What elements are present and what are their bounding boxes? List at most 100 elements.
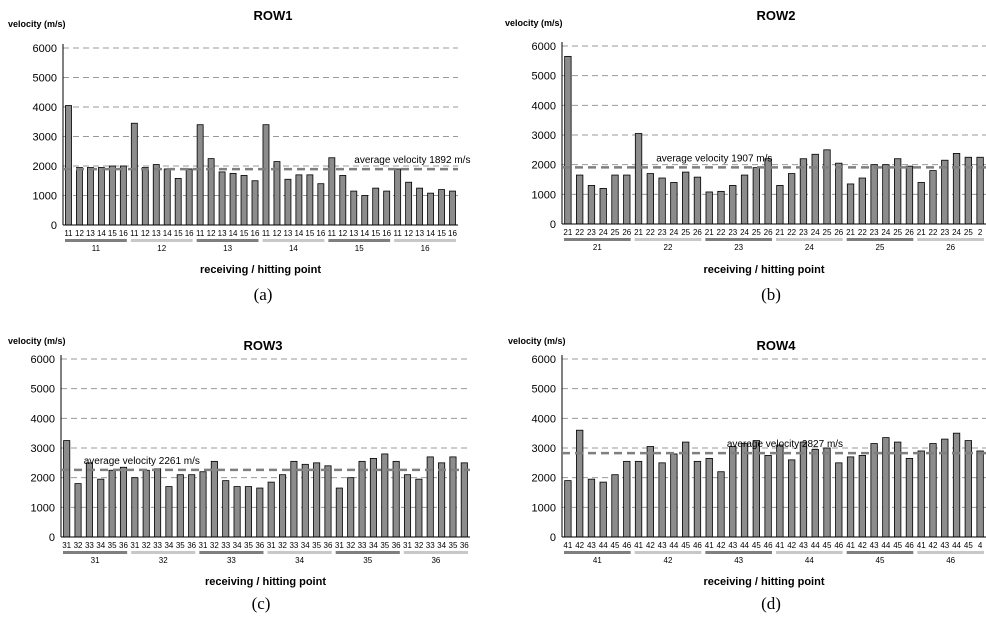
bar bbox=[335, 487, 343, 538]
bar bbox=[952, 432, 961, 538]
group-bar bbox=[846, 238, 914, 241]
x-tick-label: 45 bbox=[823, 541, 832, 550]
chart-row3: ROW3 velocity (m/s) 0 1000 2000 3000 4000 5000 6… bbox=[8, 336, 470, 613]
x-tick-label: 12 bbox=[141, 229, 150, 238]
x-tick-label: 46 bbox=[693, 541, 702, 550]
y-tick-label: 4000 bbox=[33, 102, 57, 114]
bar bbox=[97, 478, 105, 538]
bar bbox=[717, 471, 725, 538]
group-bar bbox=[267, 551, 332, 554]
x-axis-label: receiving / hitting point bbox=[205, 576, 326, 588]
x-tick-label: 43 bbox=[728, 541, 737, 550]
x-tick-label: 16 bbox=[185, 229, 194, 238]
x-tick-label: 14 bbox=[229, 229, 238, 238]
bar bbox=[929, 443, 937, 538]
x-tick-label: 33 bbox=[221, 541, 230, 550]
bar bbox=[119, 165, 127, 226]
group-label: 22 bbox=[664, 243, 673, 252]
x-tick-label: 36 bbox=[460, 541, 469, 550]
bar bbox=[611, 174, 619, 225]
figure-caption: (c) bbox=[252, 594, 271, 613]
bar bbox=[776, 444, 784, 538]
y-axis-label: velocity (m/s) bbox=[8, 336, 66, 346]
x-tick-label: 42 bbox=[929, 541, 938, 550]
bar bbox=[154, 468, 162, 538]
group-label: 31 bbox=[91, 556, 100, 565]
group-bar bbox=[394, 239, 456, 242]
x-tick-label: 42 bbox=[787, 541, 796, 550]
group-label: 15 bbox=[355, 244, 364, 253]
bar bbox=[941, 159, 949, 225]
y-tick-label: 4000 bbox=[532, 413, 556, 425]
bar bbox=[858, 177, 866, 225]
bar bbox=[358, 460, 366, 538]
group-label: 43 bbox=[734, 556, 743, 565]
x-tick-label: 13 bbox=[218, 229, 227, 238]
bar bbox=[670, 453, 678, 538]
bar bbox=[952, 152, 961, 225]
group-bar bbox=[403, 551, 468, 554]
x-tick-label: 25 bbox=[752, 228, 761, 237]
x-tick-label: 45 bbox=[752, 541, 761, 550]
x-tick-label: 44 bbox=[599, 541, 608, 550]
bar bbox=[85, 462, 93, 538]
bar bbox=[383, 190, 391, 226]
x-tick-label: 26 bbox=[622, 228, 631, 237]
x-axis-label: receiving / hitting point bbox=[200, 264, 321, 276]
bar bbox=[403, 474, 412, 538]
x-axis-label: receiving / hitting point bbox=[704, 576, 825, 588]
x-tick-label: 21 bbox=[917, 228, 926, 237]
bar bbox=[394, 168, 402, 226]
bar bbox=[416, 187, 424, 226]
x-tick-label: 46 bbox=[905, 541, 914, 550]
x-tick-label: 11 bbox=[262, 229, 271, 238]
bar bbox=[611, 474, 619, 538]
bar bbox=[835, 462, 843, 538]
x-tick-label: 25 bbox=[611, 228, 620, 237]
bar bbox=[846, 456, 855, 538]
x-tick-label: 24 bbox=[881, 228, 890, 237]
chart-title: ROW1 bbox=[254, 8, 293, 23]
x-tick-label: 2 bbox=[978, 228, 983, 237]
x-tick-label: 42 bbox=[858, 541, 867, 550]
group-bar bbox=[65, 239, 127, 242]
group-bar bbox=[705, 551, 772, 554]
bar bbox=[634, 460, 643, 538]
bar bbox=[142, 469, 150, 538]
x-tick-label: 13 bbox=[283, 229, 292, 238]
y-tick-label: 4000 bbox=[31, 413, 55, 425]
bar bbox=[381, 453, 389, 538]
y-tick-label: 5000 bbox=[31, 384, 55, 396]
x-tick-label: 22 bbox=[646, 228, 655, 237]
bar bbox=[438, 189, 445, 226]
x-tick-label: 14 bbox=[294, 229, 303, 238]
bar bbox=[222, 480, 230, 538]
bar bbox=[905, 457, 914, 538]
y-tick-label: 6000 bbox=[532, 41, 556, 53]
x-axis-label: receiving / hitting point bbox=[704, 264, 825, 276]
x-tick-label: 22 bbox=[929, 228, 938, 237]
bar bbox=[811, 449, 819, 538]
x-tick-label: 32 bbox=[74, 541, 83, 550]
x-tick-label: 21 bbox=[634, 228, 643, 237]
bar bbox=[108, 165, 116, 226]
y-tick-label: 3000 bbox=[33, 132, 57, 144]
bar bbox=[905, 165, 914, 225]
x-tick-label: 22 bbox=[717, 228, 726, 237]
x-tick-label: 12 bbox=[338, 229, 347, 238]
x-tick-label: 41 bbox=[634, 541, 643, 550]
y-tick-label: 1000 bbox=[33, 191, 57, 203]
bar bbox=[870, 443, 878, 538]
x-tick-label: 16 bbox=[119, 229, 128, 238]
bar bbox=[141, 167, 149, 226]
bar bbox=[233, 486, 241, 538]
bar bbox=[823, 149, 831, 225]
bar bbox=[267, 481, 275, 538]
group-bar bbox=[776, 238, 843, 241]
group-label: 46 bbox=[946, 556, 955, 565]
group-bar bbox=[199, 551, 264, 554]
bar bbox=[301, 463, 309, 538]
x-tick-label: 22 bbox=[575, 228, 584, 237]
bar bbox=[917, 182, 925, 225]
bar bbox=[870, 164, 878, 225]
